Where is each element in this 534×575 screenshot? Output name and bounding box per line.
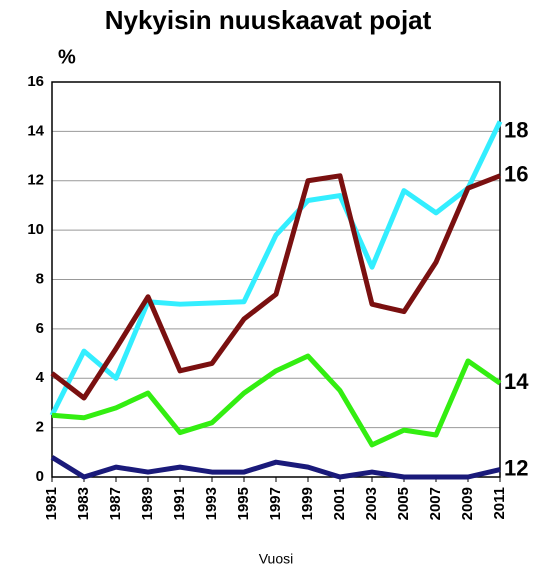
data-line — [49, 120, 503, 417]
series-label: 12 — [504, 455, 528, 480]
y-tick-label: 0 — [36, 468, 44, 485]
x-tick-label: 2001 — [331, 487, 348, 520]
y-tick-label: 2 — [36, 419, 44, 436]
data-line — [50, 455, 501, 480]
series-label: 14 — [504, 369, 529, 394]
data-line — [51, 353, 502, 448]
x-tick-label: 2007 — [427, 487, 444, 520]
x-axis-label: Vuosi — [259, 551, 294, 567]
chart-title: Nykyisin nuuskaavat pojat — [105, 5, 432, 35]
x-tick-label: 1983 — [75, 487, 92, 520]
y-tick-label: 6 — [36, 320, 44, 337]
data-line — [50, 173, 501, 401]
x-tick-label: 2009 — [459, 487, 476, 520]
y-tick-label: 8 — [36, 270, 44, 287]
x-tick-label: 1993 — [203, 487, 220, 520]
x-tick-label: 1995 — [235, 487, 252, 520]
x-tick-label: 2011 — [491, 487, 508, 520]
series-label: 18 — [504, 117, 528, 142]
x-tick-label: 1981 — [43, 487, 60, 520]
x-tick-label: 1989 — [139, 487, 156, 520]
x-tick-label: 1991 — [171, 487, 188, 520]
y-tick-label: 14 — [27, 122, 44, 139]
x-tick-label: 2003 — [363, 487, 380, 520]
x-tick-label: 2005 — [395, 487, 412, 520]
y-tick-label: 12 — [27, 172, 44, 189]
y-tick-label: 16 — [27, 73, 44, 90]
series-label: 16 — [504, 162, 528, 187]
y-tick-label: 4 — [36, 369, 45, 386]
y-tick-label: 10 — [27, 221, 44, 238]
x-tick-label: 1997 — [267, 487, 284, 520]
x-tick-label: 1987 — [107, 487, 124, 520]
x-tick-label: 1999 — [299, 487, 316, 520]
y-axis-label: % — [58, 46, 76, 68]
